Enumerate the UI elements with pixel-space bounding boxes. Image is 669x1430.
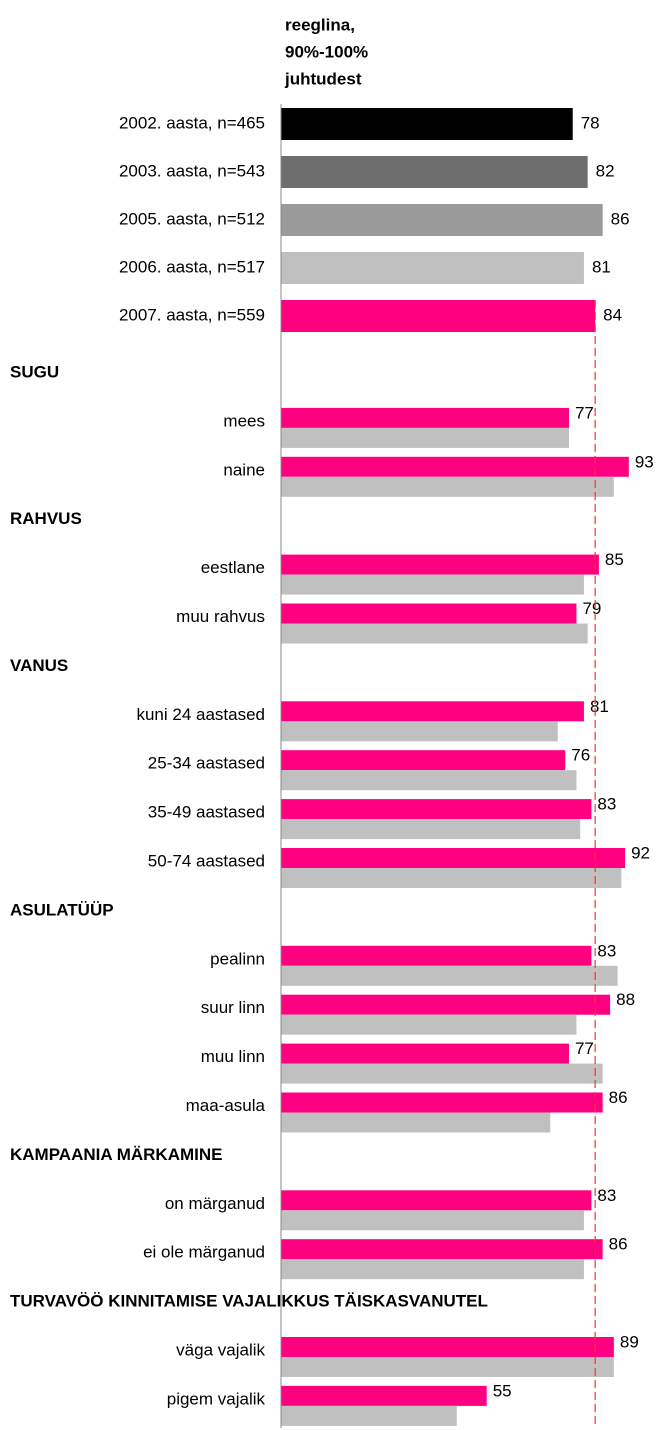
group-header: KAMPAANIA MÄRKAMINE (10, 1145, 222, 1164)
group-header: RAHVUS (10, 509, 82, 528)
bar (281, 1357, 614, 1377)
bar (281, 1385, 487, 1406)
value-label: 55 (493, 1381, 512, 1400)
y-tick-label: eestlane (201, 558, 265, 577)
y-tick-label: pealinn (210, 949, 265, 968)
group-header: VANUS (10, 656, 68, 675)
value-label: 82 (596, 161, 615, 180)
bar (281, 819, 581, 840)
value-label: 92 (631, 843, 650, 862)
y-tick-label: 50-74 aastased (148, 851, 265, 870)
y-tick-label: ei ole märganud (143, 1243, 265, 1262)
bar (281, 1092, 603, 1113)
bar (281, 848, 626, 868)
value-label: 93 (635, 452, 654, 471)
value-label: 85 (605, 550, 624, 569)
column-title: juhtudest (284, 69, 362, 88)
y-tick-label: 35-49 aastased (148, 803, 265, 822)
y-tick-label: kuni 24 aastased (136, 705, 265, 724)
value-label: 83 (597, 1186, 616, 1205)
y-tick-label: 2007. aasta, n=559 (119, 305, 265, 324)
bar (281, 407, 569, 428)
value-label: 81 (592, 257, 611, 276)
value-label: 83 (597, 941, 616, 960)
value-label: 86 (609, 1235, 628, 1254)
bar (281, 945, 592, 966)
bar (281, 108, 573, 140)
y-tick-label: pigem vajalik (167, 1389, 266, 1408)
value-label: 76 (571, 746, 590, 765)
bar (281, 1014, 577, 1035)
y-tick-label: maa-asula (186, 1096, 266, 1115)
y-tick-label: väga vajalik (176, 1340, 265, 1359)
value-label: 77 (575, 403, 594, 422)
bar (281, 994, 611, 1015)
bar (281, 476, 614, 497)
y-tick-label: naine (223, 460, 265, 479)
bar (281, 701, 584, 722)
bar (281, 1405, 457, 1426)
bar (281, 427, 569, 448)
bar (281, 1210, 584, 1231)
bar (281, 1063, 603, 1084)
bar (281, 770, 577, 791)
bar (281, 204, 603, 236)
bar (281, 1259, 584, 1280)
bar (281, 1112, 551, 1133)
bar (281, 300, 596, 332)
column-title: 90%-100% (285, 42, 368, 61)
group-header: ASULATÜÜP (10, 900, 114, 919)
y-tick-label: 25-34 aastased (148, 754, 265, 773)
value-label: 86 (609, 1088, 628, 1107)
bar (281, 868, 622, 888)
value-label: 86 (611, 209, 630, 228)
value-label: 83 (597, 795, 616, 814)
value-label: 81 (590, 697, 609, 716)
bar (281, 252, 584, 284)
bar (281, 1239, 603, 1260)
y-tick-label: 2006. aasta, n=517 (119, 257, 265, 276)
bar (281, 456, 629, 477)
y-tick-label: suur linn (201, 998, 265, 1017)
value-label: 88 (616, 990, 635, 1009)
bar (281, 721, 558, 742)
y-tick-label: 2003. aasta, n=543 (119, 161, 265, 180)
value-label: 78 (581, 113, 600, 132)
group-header: TURVAVÖÖ KINNITAMISE VAJALIKKUS TÄISKASV… (10, 1292, 488, 1311)
value-label: 79 (582, 599, 601, 618)
bar (281, 965, 618, 986)
bar (281, 750, 566, 771)
y-tick-label: muu linn (201, 1047, 265, 1066)
group-header: SUGU (10, 362, 59, 381)
bar (281, 554, 599, 575)
y-tick-label: muu rahvus (176, 607, 265, 626)
y-tick-label: 2002. aasta, n=465 (119, 113, 265, 132)
bar (281, 799, 592, 820)
value-label: 77 (575, 1039, 594, 1058)
bar (281, 603, 577, 624)
bar (281, 574, 584, 595)
value-label: 89 (620, 1332, 639, 1351)
y-tick-label: mees (223, 411, 265, 430)
bar (281, 1190, 592, 1211)
y-tick-label: 2005. aasta, n=512 (119, 209, 265, 228)
bar (281, 1043, 569, 1064)
column-title: reeglina, (285, 15, 355, 34)
bar (281, 1337, 614, 1357)
y-tick-label: on märganud (165, 1194, 265, 1213)
value-label: 84 (603, 305, 622, 324)
bar (281, 156, 588, 188)
bar (281, 623, 588, 644)
